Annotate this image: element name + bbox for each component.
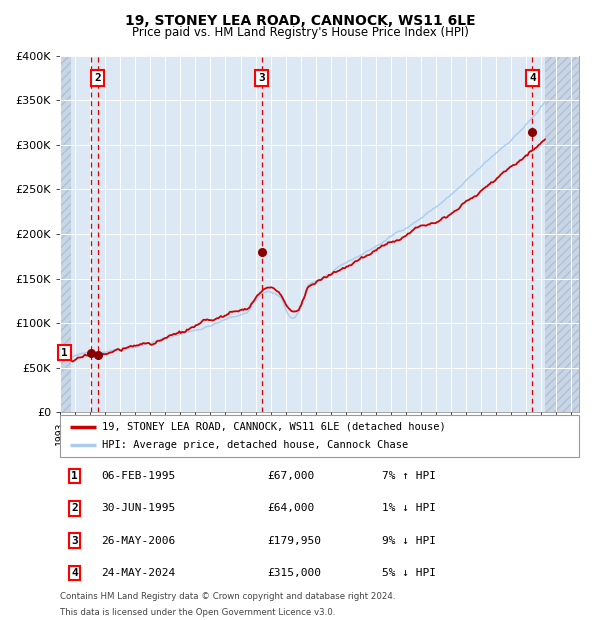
Text: £179,950: £179,950: [268, 536, 322, 546]
Text: 9% ↓ HPI: 9% ↓ HPI: [382, 536, 436, 546]
Bar: [60, 56, 71, 412]
Text: 24-MAY-2024: 24-MAY-2024: [101, 568, 176, 578]
Text: 1: 1: [61, 348, 68, 358]
Bar: [545, 56, 579, 412]
Text: 2: 2: [94, 73, 101, 83]
Text: 3: 3: [258, 73, 265, 83]
Text: £315,000: £315,000: [268, 568, 322, 578]
Text: 19, STONEY LEA ROAD, CANNOCK, WS11 6LE (detached house): 19, STONEY LEA ROAD, CANNOCK, WS11 6LE (…: [101, 422, 445, 432]
Text: 2: 2: [71, 503, 78, 513]
Text: 4: 4: [529, 73, 536, 83]
Text: £64,000: £64,000: [268, 503, 315, 513]
Text: 26-MAY-2006: 26-MAY-2006: [101, 536, 176, 546]
Text: 1: 1: [71, 471, 78, 481]
Text: Price paid vs. HM Land Registry's House Price Index (HPI): Price paid vs. HM Land Registry's House …: [131, 26, 469, 39]
Text: £67,000: £67,000: [268, 471, 315, 481]
Text: 5% ↓ HPI: 5% ↓ HPI: [382, 568, 436, 578]
Text: 30-JUN-1995: 30-JUN-1995: [101, 503, 176, 513]
Bar: [545, 56, 579, 412]
Text: HPI: Average price, detached house, Cannock Chase: HPI: Average price, detached house, Cann…: [101, 440, 408, 450]
Text: 7% ↑ HPI: 7% ↑ HPI: [382, 471, 436, 481]
Text: 19, STONEY LEA ROAD, CANNOCK, WS11 6LE: 19, STONEY LEA ROAD, CANNOCK, WS11 6LE: [125, 14, 475, 28]
Text: This data is licensed under the Open Government Licence v3.0.: This data is licensed under the Open Gov…: [60, 608, 335, 617]
Bar: [60, 56, 71, 412]
Text: 3: 3: [71, 536, 78, 546]
Text: 4: 4: [71, 568, 78, 578]
Text: 1% ↓ HPI: 1% ↓ HPI: [382, 503, 436, 513]
Text: Contains HM Land Registry data © Crown copyright and database right 2024.: Contains HM Land Registry data © Crown c…: [60, 592, 395, 601]
Text: 06-FEB-1995: 06-FEB-1995: [101, 471, 176, 481]
